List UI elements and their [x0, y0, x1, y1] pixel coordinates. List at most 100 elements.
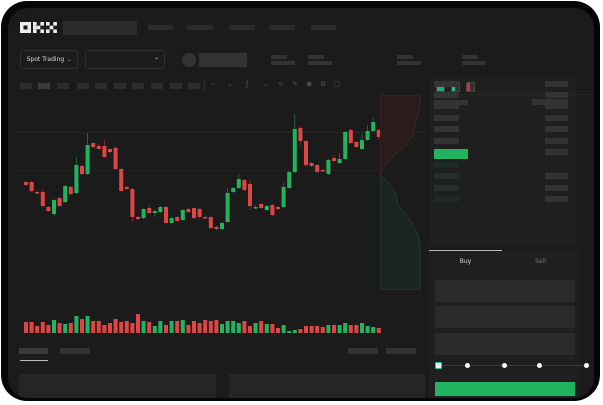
volume-bar	[298, 329, 303, 333]
search-box[interactable]	[63, 21, 137, 35]
amount-slider[interactable]	[435, 362, 591, 369]
buy-button[interactable]	[435, 382, 575, 396]
candle-body	[354, 142, 359, 147]
order-book-asks-icon[interactable]	[466, 82, 475, 92]
chart-area[interactable]	[12, 95, 428, 345]
ruler-icon[interactable]: ✎	[292, 80, 298, 88]
volume-bar	[192, 321, 196, 333]
slider-mark-25[interactable]	[465, 363, 470, 368]
volume-bar	[91, 321, 96, 333]
stat-value	[308, 61, 332, 65]
volume-bar	[360, 323, 364, 333]
fullscreen-icon[interactable]: □	[334, 80, 341, 88]
order-book-price[interactable]	[434, 138, 459, 144]
candle-body	[74, 165, 79, 193]
order-book-amount	[545, 92, 568, 98]
timeframe-button[interactable]	[170, 83, 182, 89]
filter-button[interactable]	[348, 348, 378, 354]
timeframe-button[interactable]	[132, 83, 144, 89]
volume-bar	[343, 323, 348, 333]
volume-bar	[315, 326, 320, 333]
okx-logo[interactable]	[20, 22, 57, 33]
timeframe-button[interactable]	[77, 83, 89, 89]
total-input[interactable]	[435, 333, 575, 355]
order-book-price[interactable]	[434, 173, 459, 179]
volume-bar	[136, 314, 140, 333]
volume-bar	[147, 322, 152, 333]
camera-icon[interactable]: ◉	[306, 80, 313, 88]
candle-body	[63, 186, 68, 202]
candle-body	[315, 165, 320, 172]
pair-selector-dropdown[interactable]: ⌄	[85, 50, 165, 69]
candle-body	[29, 182, 34, 191]
candle-body	[360, 140, 364, 149]
tab-order-history[interactable]	[60, 348, 90, 354]
indicator-icon[interactable]: ƒ	[246, 80, 249, 88]
timeframe-button[interactable]	[114, 83, 126, 89]
nav-item[interactable]	[148, 25, 173, 30]
timeframe-button[interactable]	[188, 83, 200, 89]
candle-body	[119, 169, 124, 191]
slider-handle[interactable]	[435, 362, 442, 369]
slider-mark-75[interactable]	[537, 363, 542, 368]
stat-label	[462, 55, 478, 59]
volume-bar	[337, 325, 342, 333]
nav-item[interactable]	[187, 25, 213, 30]
order-book-price[interactable]	[434, 162, 459, 168]
line-tool-icon[interactable]: ∿	[278, 80, 284, 88]
volume-bar	[270, 324, 275, 333]
order-book-price[interactable]	[434, 81, 459, 87]
tab-buy[interactable]: Buy	[459, 258, 472, 265]
market-type-dropdown[interactable]: Spot Trading ⌄	[20, 50, 78, 69]
grid-line	[12, 170, 382, 171]
order-book-price[interactable]	[434, 115, 459, 121]
filter-button[interactable]	[386, 348, 416, 354]
price-input[interactable]	[435, 280, 575, 302]
order-book-price[interactable]	[434, 185, 459, 191]
order-book-price[interactable]	[434, 196, 459, 202]
tab-sell[interactable]: Sell	[535, 258, 546, 265]
candle-body	[35, 192, 40, 194]
volume-bar	[24, 322, 28, 333]
last-price-row[interactable]	[434, 149, 468, 159]
volume-bar	[242, 321, 247, 333]
chevron-down-icon[interactable]: ⌄	[263, 80, 269, 88]
candle-body	[214, 227, 219, 229]
order-book-price[interactable]	[434, 92, 459, 98]
timeframe-button[interactable]	[57, 83, 69, 89]
nav-item[interactable]	[229, 25, 255, 30]
slider-mark-100[interactable]	[584, 363, 589, 368]
amount-input[interactable]	[435, 306, 575, 328]
market-type-label: Spot Trading	[26, 56, 65, 63]
chart-type-icon[interactable]: ∼	[210, 80, 216, 88]
volume-bar	[292, 330, 297, 333]
chevron-down-icon[interactable]: ⌄	[227, 80, 233, 88]
volume-bar	[124, 321, 129, 333]
order-book-price[interactable]	[434, 103, 459, 109]
volume-bar	[74, 316, 79, 333]
order-book-price[interactable]	[434, 126, 459, 132]
candle-body	[304, 141, 308, 165]
timeframe-button[interactable]	[151, 83, 163, 89]
nav-item[interactable]	[311, 25, 336, 30]
candle-body	[158, 207, 163, 212]
settings-icon[interactable]: ⚙	[320, 80, 327, 88]
slider-mark-50[interactable]	[502, 363, 507, 368]
nav-item[interactable]	[269, 25, 295, 30]
tab-open-orders[interactable]	[19, 348, 48, 354]
timeframe-button[interactable]	[95, 83, 107, 89]
candle-body	[96, 146, 101, 149]
candle-body	[152, 211, 157, 213]
volume-bar	[236, 323, 241, 333]
candle-body	[320, 170, 325, 172]
volume-bar	[113, 319, 118, 333]
timeframe-button[interactable]	[20, 83, 32, 89]
volume-bar	[365, 326, 370, 333]
order-book-amount	[545, 149, 568, 155]
candle-body	[298, 128, 303, 141]
candle-body	[242, 180, 247, 190]
candle-body	[348, 130, 353, 143]
timeframe-button[interactable]	[38, 83, 50, 89]
candle-body	[231, 188, 236, 192]
app-screen: Spot Trading ⌄ ⌄ ∼ ⌄ ƒ ⌄ ∿ ✎ ◉ ⚙ □	[8, 8, 594, 398]
